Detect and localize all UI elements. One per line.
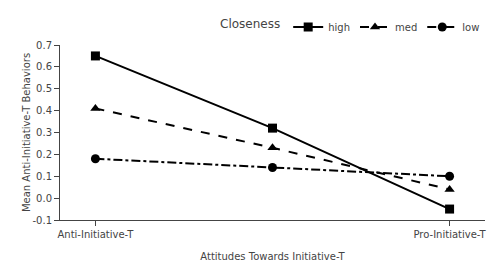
svg-text:0.1: 0.1 <box>36 171 52 182</box>
svg-text:0.3: 0.3 <box>36 127 52 138</box>
svg-text:0.2: 0.2 <box>36 149 52 160</box>
svg-text:Attitudes Towards Initiative-T: Attitudes Towards Initiative-T <box>200 251 345 262</box>
svg-text:0.7: 0.7 <box>36 40 52 51</box>
svg-text:0.6: 0.6 <box>36 61 52 72</box>
svg-text:0.5: 0.5 <box>36 83 52 94</box>
svg-text:-0.1: -0.1 <box>32 215 52 226</box>
svg-text:Closeness: Closeness <box>220 17 280 31</box>
svg-text:0.4: 0.4 <box>36 105 52 116</box>
svg-text:Mean Anti-Initiative-T Behavio: Mean Anti-Initiative-T Behaviors <box>21 53 32 212</box>
svg-text:Anti-Initiative-T: Anti-Initiative-T <box>57 229 134 240</box>
svg-text:med: med <box>395 22 417 33</box>
svg-text:high: high <box>328 22 350 33</box>
svg-text:low: low <box>462 22 479 33</box>
svg-text:0.0: 0.0 <box>36 193 52 204</box>
svg-text:Pro-Initiative-T: Pro-Initiative-T <box>414 229 487 240</box>
